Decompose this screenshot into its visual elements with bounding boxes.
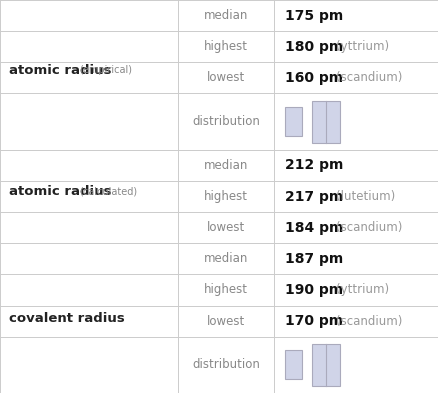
Text: (lutetium): (lutetium) [335,190,394,203]
Text: lowest: lowest [206,72,245,84]
Text: median: median [203,159,248,172]
Text: 170 pm: 170 pm [285,314,343,328]
Text: median: median [203,252,248,265]
Text: 160 pm: 160 pm [285,71,343,85]
Text: atomic radius: atomic radius [9,185,111,198]
Text: 190 pm: 190 pm [285,283,343,297]
Text: lowest: lowest [206,315,245,328]
Text: distribution: distribution [192,358,259,371]
Bar [285,107,301,136]
Text: highest: highest [204,190,247,203]
Text: (scandium): (scandium) [335,72,401,84]
Bar [285,350,301,380]
Text: (yttrium): (yttrium) [335,40,388,53]
Text: 184 pm: 184 pm [285,220,343,235]
Bar [311,101,339,143]
Text: median: median [203,9,248,22]
Text: (empirical): (empirical) [79,65,132,75]
Text: (calculated): (calculated) [79,187,137,197]
Text: 180 pm: 180 pm [285,40,343,54]
Text: distribution: distribution [192,115,259,128]
Text: (yttrium): (yttrium) [335,283,388,296]
Text: 175 pm: 175 pm [285,9,343,22]
Bar [311,344,339,386]
Text: 212 pm: 212 pm [285,158,343,173]
Text: highest: highest [204,40,247,53]
Text: covalent radius: covalent radius [9,312,124,325]
Text: highest: highest [204,283,247,296]
Text: atomic radius: atomic radius [9,64,111,77]
Text: (scandium): (scandium) [335,221,401,234]
Text: 187 pm: 187 pm [285,252,343,266]
Text: lowest: lowest [206,221,245,234]
Text: (scandium): (scandium) [335,315,401,328]
Text: 217 pm: 217 pm [285,189,343,204]
